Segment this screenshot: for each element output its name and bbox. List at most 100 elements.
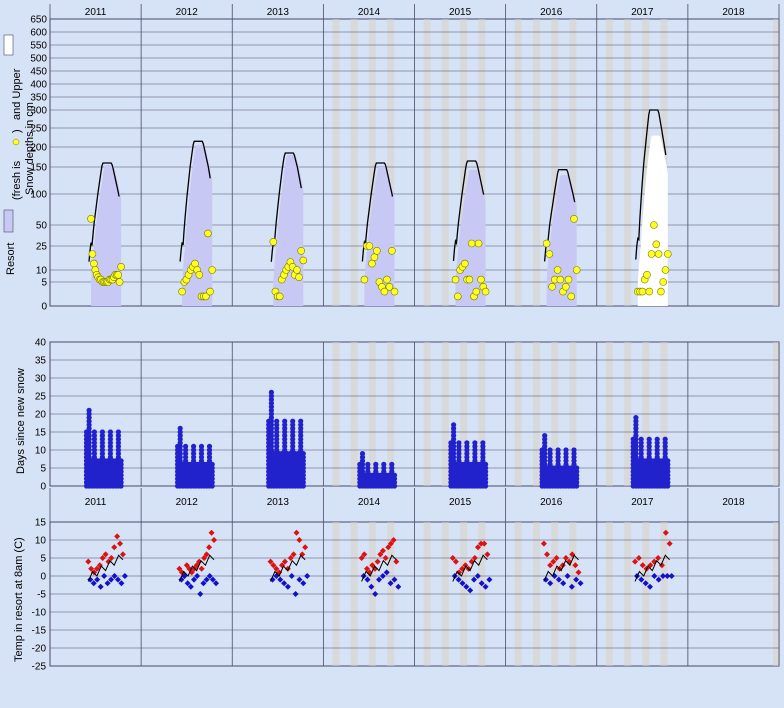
days-point	[646, 451, 652, 457]
closure-band	[478, 19, 486, 306]
days-point	[86, 407, 92, 413]
closure-band	[773, 19, 779, 306]
days-point	[183, 447, 189, 453]
days-point	[365, 465, 371, 471]
days-point	[198, 443, 205, 449]
days-point	[290, 447, 296, 453]
days-point	[274, 436, 280, 442]
days-point	[274, 425, 280, 431]
tick-label-depth: 10	[36, 266, 48, 277]
days-point	[480, 451, 486, 457]
temp-point	[290, 551, 297, 558]
temp-point	[190, 576, 197, 583]
days-point	[633, 436, 639, 442]
days-point	[483, 479, 489, 485]
year-label-top: 2018	[722, 7, 745, 18]
days-point	[268, 404, 274, 410]
days-point	[300, 472, 306, 478]
temp-point	[90, 580, 97, 587]
fresh-snow-point	[360, 275, 369, 284]
days-point	[300, 454, 306, 460]
fresh-snow-point	[115, 278, 124, 286]
temp-trend-line	[543, 554, 579, 582]
days-point	[456, 440, 462, 446]
upper-depth-line	[452, 160, 485, 261]
days-point	[206, 451, 213, 457]
closure-band	[642, 19, 650, 306]
days-point	[91, 443, 97, 449]
temp-point	[662, 529, 669, 536]
days-point	[456, 447, 462, 453]
temp-point	[668, 573, 675, 579]
ylabel-days: Days since new snow	[15, 368, 27, 474]
temp-point	[94, 576, 101, 583]
temp-point	[478, 580, 485, 587]
resort-depth-area	[637, 135, 668, 306]
days-point	[274, 447, 280, 453]
days-point	[381, 469, 387, 475]
temp-point	[568, 583, 575, 590]
days-point	[665, 458, 671, 464]
temp-point	[635, 555, 642, 561]
days-point	[115, 436, 121, 442]
year-label-top: 2012	[176, 7, 199, 18]
days-point	[574, 469, 580, 475]
temp-point	[358, 555, 365, 561]
days-point	[373, 469, 379, 475]
fresh-snow-point	[542, 239, 551, 248]
days-point	[86, 422, 92, 428]
days-point	[298, 429, 304, 435]
temp-point	[659, 573, 666, 579]
days-point	[665, 465, 671, 471]
fresh-snow-point	[645, 287, 654, 296]
days-point	[86, 440, 92, 446]
temp-point	[121, 573, 128, 579]
tick-label-temp: 0	[40, 572, 46, 583]
temp-point	[639, 562, 646, 569]
days-point	[206, 447, 213, 453]
days-point	[198, 458, 205, 464]
days-point	[300, 479, 306, 485]
temp-point	[203, 576, 210, 583]
temp-point	[111, 544, 118, 551]
tick-label-depth: 550	[30, 41, 47, 52]
days-point	[359, 465, 366, 471]
fresh-snow-point	[661, 266, 670, 274]
days-point	[483, 461, 489, 467]
temp-point	[395, 583, 402, 590]
days-point	[206, 458, 213, 464]
days-point	[191, 447, 197, 453]
closure-band	[368, 19, 376, 306]
fresh-snow-point	[663, 250, 672, 258]
days-point	[483, 469, 489, 475]
temp-point	[449, 555, 456, 561]
temp-point	[651, 573, 658, 579]
days-point	[472, 447, 478, 453]
temp-point	[97, 583, 104, 590]
tick-label-depth: 50	[36, 221, 48, 232]
days-point	[91, 429, 97, 435]
fresh-snow-point	[564, 275, 573, 284]
days-point	[268, 440, 274, 446]
days-point	[268, 397, 274, 403]
year-label-top: 2011	[85, 7, 107, 18]
temp-point	[104, 580, 111, 587]
tick-label-temp: 10	[35, 536, 47, 547]
days-point	[646, 436, 652, 442]
days-point	[547, 454, 553, 460]
fresh-snow-point	[275, 292, 284, 301]
days-point	[389, 469, 395, 475]
temp-point	[632, 558, 639, 565]
fresh-snow-point	[373, 247, 381, 255]
days-point	[298, 443, 304, 449]
tick-label-days: 25	[35, 392, 47, 403]
days-point	[638, 440, 644, 446]
days-point	[571, 447, 577, 453]
days-point	[290, 433, 296, 439]
days-point	[359, 469, 366, 475]
days-point	[633, 418, 639, 424]
days-point	[365, 461, 371, 467]
days-point	[381, 461, 387, 467]
days-point	[542, 440, 548, 446]
fresh-snow-point	[467, 239, 476, 248]
